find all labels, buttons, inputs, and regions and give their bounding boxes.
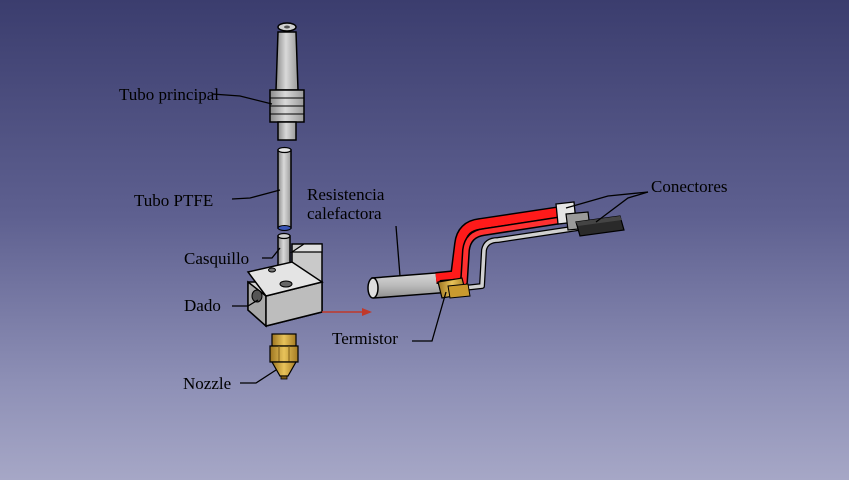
- label-casquillo: Casquillo: [184, 249, 250, 268]
- tubo-principal-part: [269, 22, 305, 141]
- heater-wires: [435, 206, 563, 288]
- leader-dado: [232, 299, 259, 307]
- label-nozzle: Nozzle: [183, 374, 232, 393]
- leader-resistencia: [395, 225, 401, 277]
- conectores-part: [555, 201, 625, 237]
- leader-conectores-2: [595, 191, 649, 223]
- label-dado: Dado: [184, 296, 221, 315]
- label-tubo-ptfe: Tubo PTFE: [134, 191, 214, 210]
- label-tubo-principal: Tubo principal: [119, 85, 219, 104]
- leader-tubo-ptfe: [231, 189, 281, 200]
- label-resistencia-line1: Resistencia: [307, 185, 385, 204]
- leader-tubo-principal: [211, 93, 273, 105]
- leader-conectores-1: [565, 191, 649, 209]
- dado-part: [246, 243, 372, 328]
- label-termistor: Termistor: [332, 329, 398, 348]
- nozzle-part: [269, 333, 299, 380]
- termistor-part: [437, 277, 471, 299]
- termistor-wires: [463, 225, 579, 291]
- label-conectores: Conectores: [651, 177, 728, 196]
- label-resistencia-line2: calefactora: [307, 204, 382, 223]
- leader-casquillo: [262, 247, 281, 259]
- leader-nozzle: [240, 369, 277, 384]
- tubo-ptfe-part: [277, 146, 292, 231]
- leader-termistor: [412, 291, 447, 342]
- leader-lines: [211, 93, 649, 384]
